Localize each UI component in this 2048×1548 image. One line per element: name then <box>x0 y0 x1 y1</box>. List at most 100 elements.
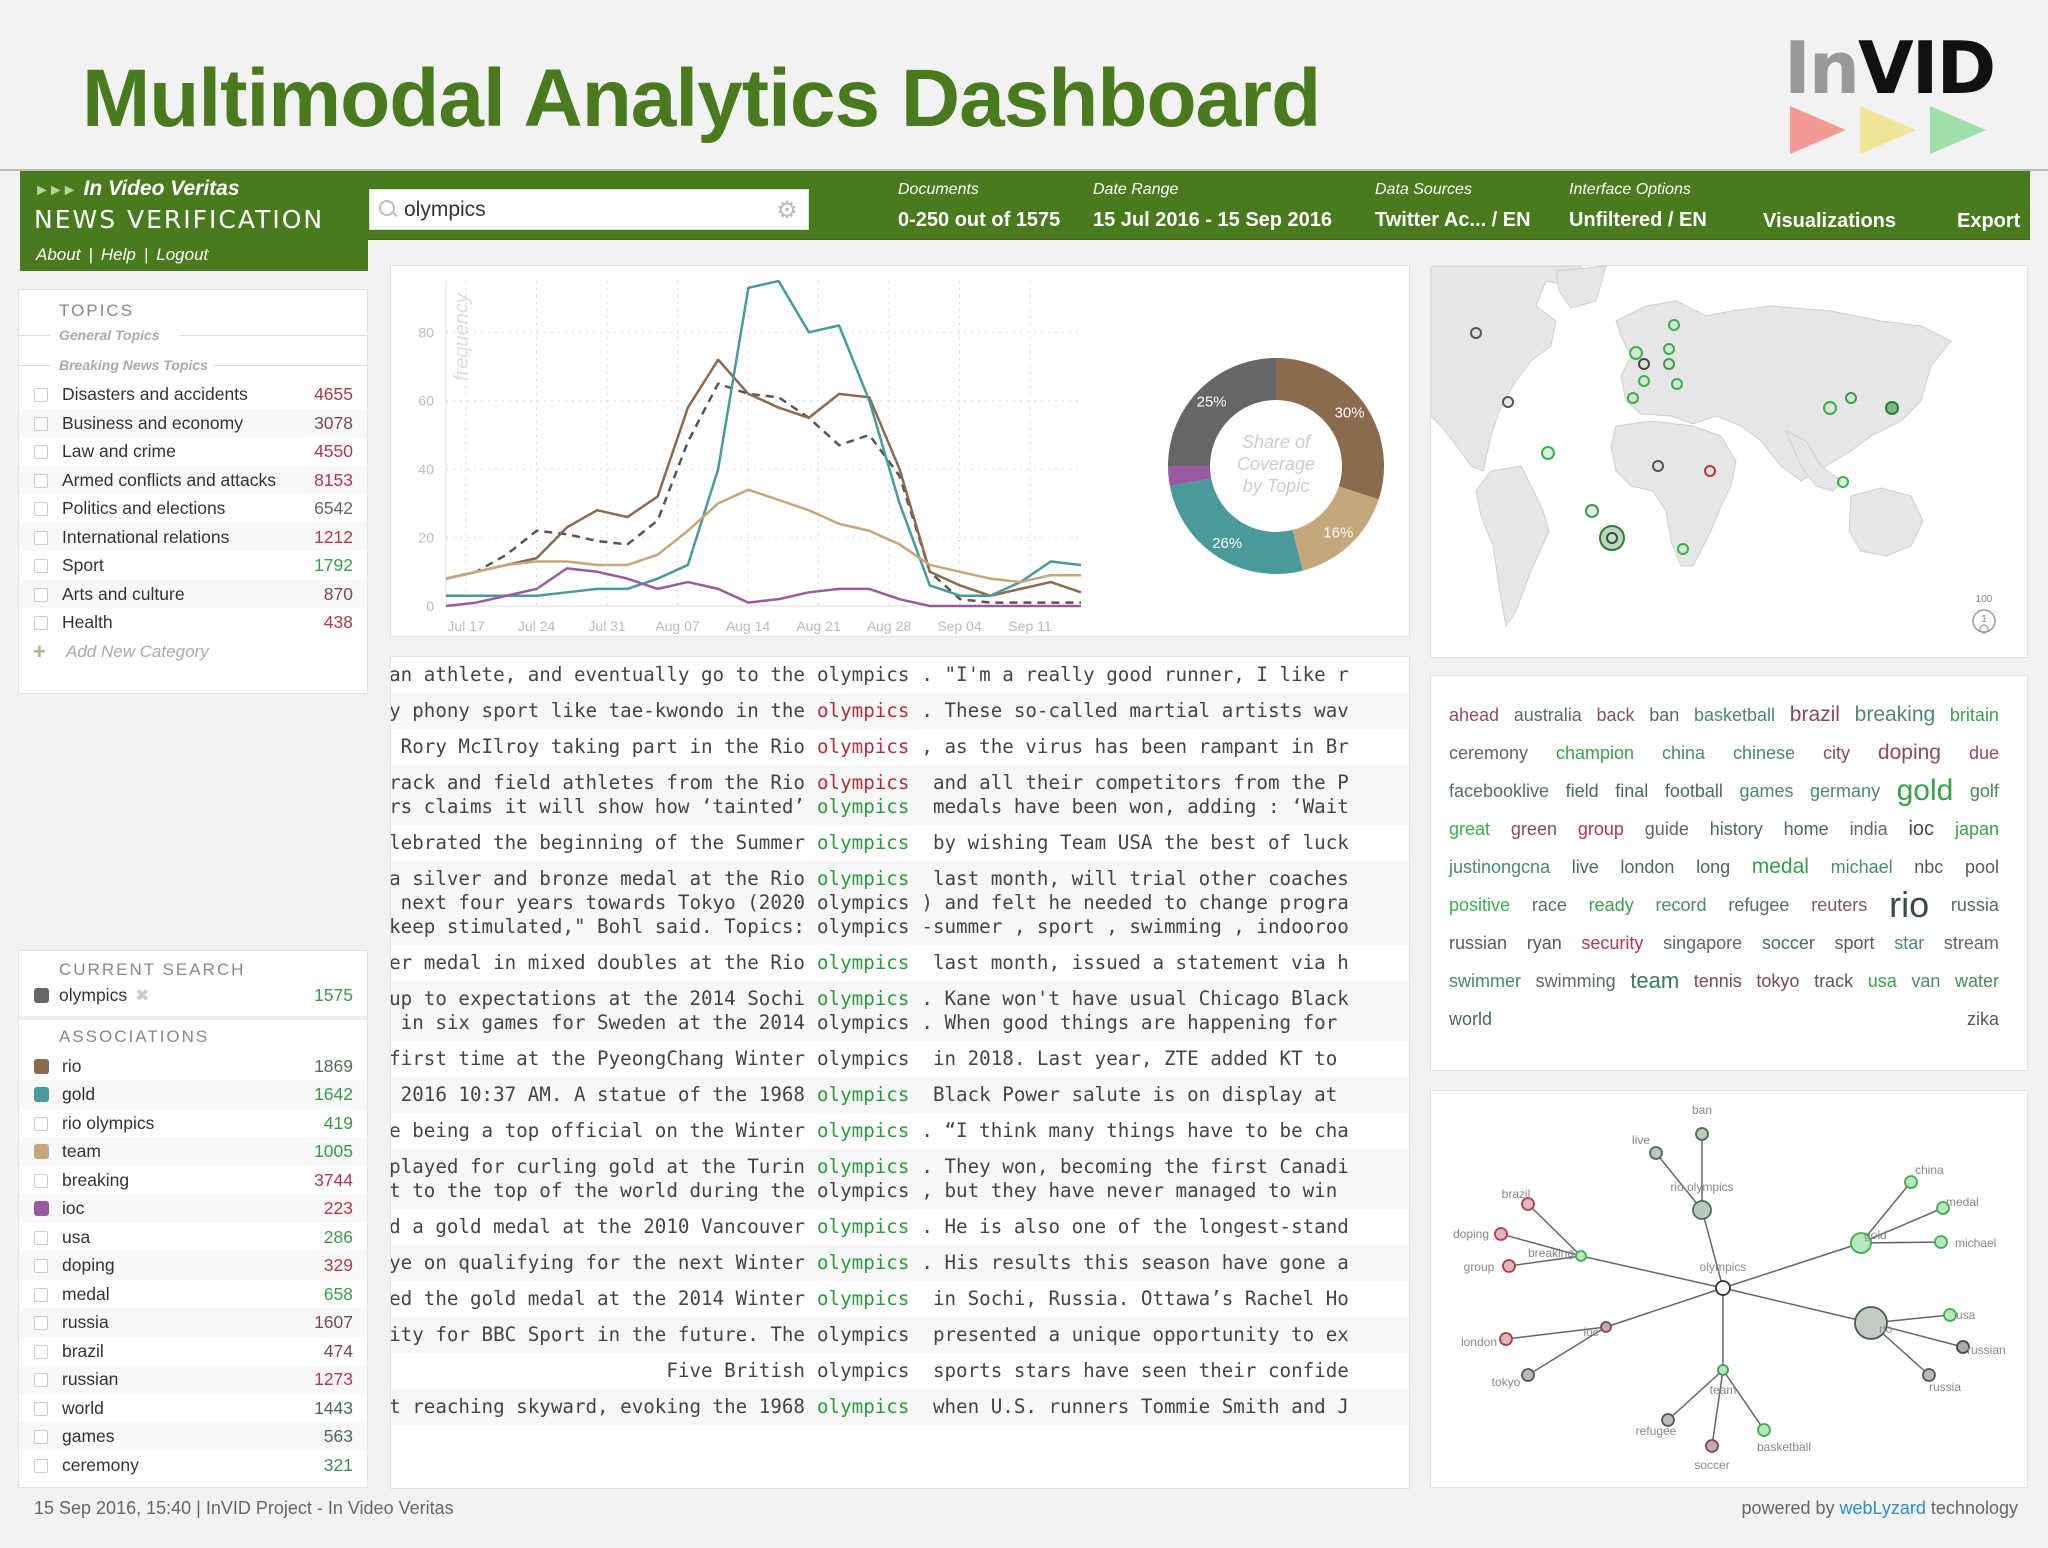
cloud-word[interactable]: nbc <box>1914 857 1944 877</box>
breaking-news-topics-header[interactable]: Breaking News Topics <box>19 350 367 380</box>
topic-checkbox[interactable] <box>34 473 48 488</box>
network-node-group[interactable] <box>1502 1259 1516 1273</box>
cloud-word[interactable]: guide <box>1644 819 1689 839</box>
frequency-line-chart[interactable]: 0 20 40 60 80 Jul 17 Jul 24 Jul 31 Aug 07 Aug 14 A… <box>391 266 1091 638</box>
kwic-snippet[interactable]: ally phony sport like tae-kwondo in the o… <box>391 693 1409 729</box>
kwic-snippet[interactable]: and a gold medal at the 2010 Vancouver ol… <box>391 1209 1409 1245</box>
map-marker[interactable] <box>1652 460 1664 472</box>
network-node-rio[interactable] <box>1854 1306 1888 1340</box>
map-marker[interactable] <box>1541 446 1555 460</box>
logout-link[interactable]: Logout <box>156 245 209 264</box>
network-node-london[interactable] <box>1499 1332 1513 1346</box>
network-node-china[interactable] <box>1904 1175 1918 1189</box>
cloud-word[interactable]: world <box>1449 1009 1493 1029</box>
kwic-snippet[interactable]: fer Rory McIlroy taking part in the Rio o… <box>391 729 1409 765</box>
cloud-word[interactable]: basketball <box>1694 705 1776 725</box>
kwic-snippet[interactable]: es played for curling gold at the Turin o… <box>391 1149 1409 1209</box>
cloud-word[interactable]: track <box>1814 971 1854 991</box>
interface-options-menu[interactable]: Interface Options Unfiltered / EN <box>1569 181 1707 232</box>
cloud-word[interactable]: breaking <box>1854 703 1936 726</box>
cloud-word[interactable]: swimmer <box>1449 971 1521 991</box>
topic-item[interactable]: International relations 1212 <box>19 522 367 551</box>
association-item[interactable]: russian 1273 <box>19 1365 367 1394</box>
cloud-word[interactable]: final <box>1615 781 1649 801</box>
donut-slice-olympics[interactable] <box>1168 358 1276 466</box>
cloud-word[interactable]: due <box>1968 743 1999 763</box>
map-marker[interactable] <box>1663 343 1675 355</box>
map-marker[interactable] <box>1668 319 1680 331</box>
topic-checkbox[interactable] <box>34 416 48 431</box>
cloud-word[interactable]: india <box>1849 819 1888 839</box>
cloud-word[interactable]: rio <box>1889 884 1930 925</box>
cloud-word[interactable]: sport <box>1834 933 1875 953</box>
association-checkbox[interactable] <box>34 1344 48 1359</box>
topic-item[interactable]: Sport 1792 <box>19 551 367 580</box>
map-marker[interactable] <box>1606 532 1618 544</box>
kwic-keyword[interactable]: olympics <box>816 1323 910 1346</box>
network-node-refugee[interactable] <box>1661 1413 1675 1427</box>
cloud-word[interactable]: long <box>1696 857 1731 877</box>
kwic-keyword[interactable]: olympics <box>816 1215 910 1238</box>
visualizations-button[interactable]: Visualizations <box>1763 210 1897 232</box>
cloud-word[interactable]: australia <box>1513 705 1582 725</box>
map-marker[interactable] <box>1638 375 1650 387</box>
map-marker[interactable] <box>1823 401 1837 415</box>
remove-search-icon[interactable]: ✖ <box>135 986 150 1005</box>
cloud-word[interactable]: singapore <box>1663 933 1743 953</box>
association-item[interactable]: rio 1869 <box>19 1052 367 1081</box>
donut-slice-team[interactable] <box>1292 486 1379 571</box>
association-checkbox[interactable] <box>34 1230 48 1245</box>
cloud-word[interactable]: back <box>1596 705 1635 725</box>
cloud-word[interactable]: van <box>1911 971 1941 991</box>
cloud-word[interactable]: michael <box>1830 857 1893 877</box>
kwic-snippet[interactable]: ilver medal in mixed doubles at the Rio o… <box>391 945 1409 981</box>
cloud-word[interactable]: stream <box>1943 933 1999 953</box>
topic-item[interactable]: Law and crime 4550 <box>19 437 367 466</box>
kwic-snippet[interactable]: fist reaching skyward, evoking the 1968 o… <box>391 1389 1409 1425</box>
series-line-ioc[interactable] <box>445 567 1081 608</box>
map-marker[interactable] <box>1627 392 1639 404</box>
kwic-keyword[interactable]: olympics <box>816 699 910 722</box>
kwic-snippet[interactable]: fore being a top official on the Winter o… <box>391 1113 1409 1149</box>
kwic-snippet[interactable]: tunity for BBC Sport in the future. The o… <box>391 1317 1409 1353</box>
cloud-word[interactable]: chinese <box>1732 743 1796 763</box>
map-marker[interactable] <box>1837 476 1849 488</box>
map-marker[interactable] <box>1671 378 1683 390</box>
association-item[interactable]: world 1443 <box>19 1394 367 1423</box>
kwic-keyword[interactable]: olympics <box>816 1047 910 1070</box>
kwic-keyword[interactable]: olympics <box>816 1287 910 1310</box>
map-marker[interactable] <box>1845 392 1857 404</box>
kwic-keyword[interactable]: olympics <box>816 1011 910 1034</box>
cloud-word[interactable]: britain <box>1949 705 1999 725</box>
network-node-brazil[interactable] <box>1521 1197 1535 1211</box>
cloud-word[interactable]: race <box>1531 895 1567 915</box>
cloud-word[interactable]: green <box>1510 819 1557 839</box>
topic-item[interactable]: Business and economy 3078 <box>19 408 367 437</box>
kwic-snippet[interactable]: 15, 2016 10:37 AM. A statue of the 1968 o… <box>391 1077 1409 1113</box>
color-swatch[interactable] <box>34 1144 49 1159</box>
world-map[interactable]: 100 1 <box>1431 266 2028 658</box>
cloud-word[interactable]: soccer <box>1761 933 1815 953</box>
association-checkbox[interactable] <box>34 1116 48 1131</box>
kwic-snippet[interactable]: s track and field athletes from the Rio o… <box>391 765 1409 825</box>
kwic-keyword[interactable]: olympics <box>816 735 910 758</box>
association-item[interactable]: usa 286 <box>19 1223 367 1252</box>
cloud-word[interactable]: japan <box>1954 819 1999 839</box>
cloud-word[interactable]: champion <box>1555 743 1635 763</box>
topic-checkbox[interactable] <box>34 559 48 573</box>
map-marker[interactable] <box>1638 358 1650 370</box>
donut-slice-ioc[interactable] <box>1168 466 1212 487</box>
topic-item[interactable]: Health 438 <box>19 608 367 637</box>
kwic-keyword[interactable]: olympics <box>816 771 910 794</box>
cloud-word[interactable]: group <box>1577 819 1624 839</box>
kwic-snippet[interactable]: tured the gold medal at the 2014 Winter o… <box>391 1281 1409 1317</box>
export-button[interactable]: Export <box>1957 210 2021 232</box>
cloud-word[interactable]: field <box>1565 781 1599 801</box>
cloud-word[interactable]: china <box>1661 743 1706 763</box>
cloud-word[interactable]: facebooklive <box>1449 781 1550 801</box>
cloud-word[interactable]: history <box>1709 819 1763 839</box>
donut-slice-rio[interactable] <box>1276 358 1384 500</box>
map-marker[interactable] <box>1502 396 1514 408</box>
kwic-snippet[interactable]: celebrated the beginning of the Summer ol… <box>391 825 1409 861</box>
cloud-word[interactable]: positive <box>1449 895 1511 915</box>
